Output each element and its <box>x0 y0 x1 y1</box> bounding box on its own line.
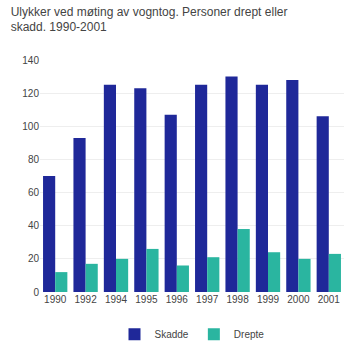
svg-text:Ulykker ved møting av vogntog.: Ulykker ved møting av vogntog. Personer … <box>11 5 288 35</box>
svg-text:Skadde: Skadde <box>155 329 189 340</box>
svg-text:2001: 2001 <box>318 294 341 305</box>
svg-text:0: 0 <box>33 287 39 298</box>
svg-text:1990: 1990 <box>44 294 67 305</box>
svg-text:1997: 1997 <box>196 294 219 305</box>
svg-text:20: 20 <box>28 253 40 264</box>
svg-text:1999: 1999 <box>257 294 280 305</box>
svg-text:140: 140 <box>22 55 39 66</box>
svg-text:100: 100 <box>22 121 39 132</box>
svg-text:80: 80 <box>28 154 40 165</box>
svg-text:1995: 1995 <box>135 294 158 305</box>
svg-text:1992: 1992 <box>74 294 97 305</box>
svg-text:1996: 1996 <box>166 294 189 305</box>
svg-text:120: 120 <box>22 88 39 99</box>
svg-text:60: 60 <box>28 187 40 198</box>
svg-text:2000: 2000 <box>287 294 310 305</box>
svg-text:Drepte: Drepte <box>234 329 264 340</box>
svg-text:1994: 1994 <box>105 294 128 305</box>
svg-text:1998: 1998 <box>226 294 249 305</box>
svg-text:40: 40 <box>28 220 40 231</box>
